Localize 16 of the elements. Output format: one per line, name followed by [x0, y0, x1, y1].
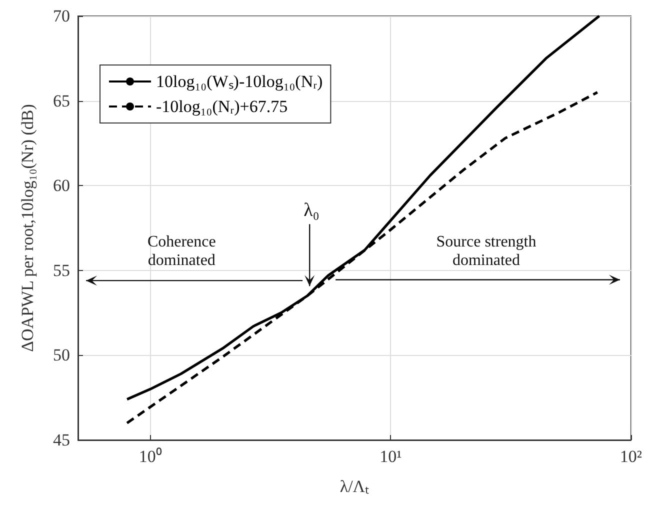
y-tick-label: 60 [53, 176, 70, 196]
y-axis-title: ΔOAPWL per root,10log₁₀(Nr) (dB) [18, 104, 37, 352]
y-tick-label: 50 [53, 346, 70, 365]
y-tick-label: 65 [53, 91, 70, 110]
y-tick-label: 55 [53, 260, 70, 280]
y-tick-label: 45 [53, 430, 70, 450]
annotation: Coherence dominated [147, 234, 216, 270]
legend-label: 10log₁₀(Wₛ)-10log₁₀(Nᵣ) [156, 72, 323, 91]
x-axis-title: λ/Λₜ [340, 477, 370, 496]
x-tick-label: 10¹ [380, 447, 402, 466]
legend-label: -10log₁₀(Nᵣ)+67.75 [156, 97, 288, 116]
x-tick-label: 10² [620, 447, 642, 466]
annotation: λ₀ [304, 200, 320, 222]
annotation: Source strength dominated [436, 234, 536, 270]
y-tick-label: 70 [53, 6, 70, 26]
x-tick-label: 10⁰ [138, 447, 162, 466]
